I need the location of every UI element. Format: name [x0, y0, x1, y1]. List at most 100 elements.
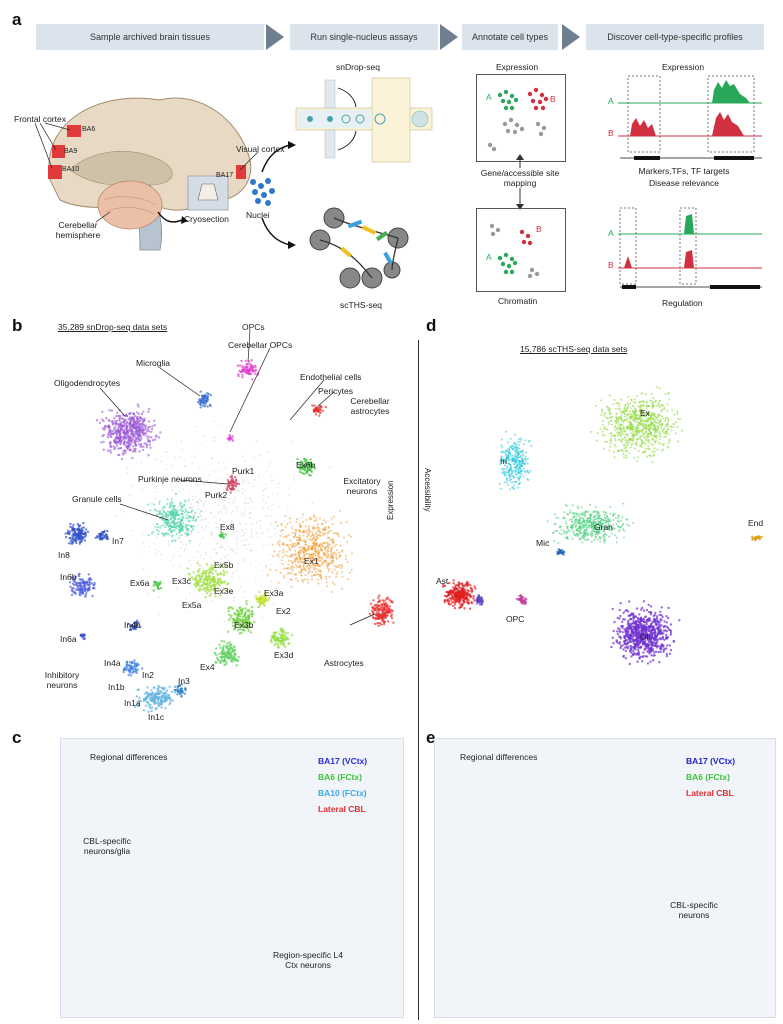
expression-tracks [618, 75, 762, 160]
b-label-ex6a: Ex6a [130, 578, 150, 588]
scatter-cluster [254, 590, 271, 607]
b-label-ex6b: Ex6b [296, 460, 316, 470]
d-axis-expression: Expression [386, 480, 395, 520]
discover-disease: Disease relevance [649, 178, 719, 188]
label-visual-cortex: Visual cortex [236, 144, 285, 154]
workflow-step-discover: Discover cell-type-specific profiles [586, 24, 764, 50]
b-label-microglia: Microglia [136, 358, 171, 368]
b-label-ex4: Ex4 [200, 662, 215, 672]
scatter-cluster [556, 548, 566, 556]
scatter-cluster [515, 594, 528, 606]
scatter-cluster [79, 633, 87, 641]
d-label-ex: Ex [640, 408, 650, 418]
scatter-cluster [368, 594, 395, 628]
workflow-arrow-3 [562, 24, 580, 50]
scths-illustration [309, 207, 409, 289]
b-label-ex1: Ex1 [304, 556, 319, 566]
b-label-excitatory: Excitatory neurons [343, 476, 381, 496]
panel-c-legend-1: BA17 (VCtx) [318, 756, 368, 766]
b-label-ex3a: Ex3a [264, 588, 284, 598]
label-cryosection: Cryosection [184, 214, 229, 224]
panel-b-title: 35,289 snDrop-seq data sets [58, 322, 168, 332]
panel-c-legend-4: Lateral CBL [318, 804, 366, 814]
panel-c-region-label: Region-specific L4 Ctx neurons [273, 950, 343, 970]
panel-c-legend-2: BA6 (FCtx) [318, 772, 362, 782]
panel-e-legend-1: BA17 (VCtx) [686, 756, 736, 766]
workflow-arrow-2 [440, 24, 458, 50]
b-label-ex3c: Ex3c [172, 576, 191, 586]
b-label-pericytes: Pericytes [318, 386, 353, 396]
discover-expression: Expression [662, 62, 705, 72]
scatter-cluster [442, 579, 477, 610]
label-cerebellar-hemisphere: Cerebellar hemisphere [55, 220, 101, 240]
label-ba6: BA6 [82, 126, 96, 133]
panel-a-label: a [12, 10, 22, 29]
label-pointer-line [289, 379, 325, 421]
d-label-end: End [748, 518, 764, 528]
b-label-ex3e: Ex3e [214, 586, 234, 596]
b-label-ex8: Ex8 [220, 522, 235, 532]
d-label-opc: OPC [506, 614, 525, 624]
panel-c-label: c [12, 728, 22, 747]
b-label-inhibitory: Inhibitory neurons [44, 670, 80, 690]
expression-box [476, 74, 566, 162]
label-pointer-line [229, 347, 271, 433]
panel-c-cbl-label: CBL-specific neurons/glia [83, 836, 131, 856]
b-label-purk1: Purk1 [232, 466, 255, 476]
b-label-in6b: In6b [60, 572, 77, 582]
b-label-opcs: OPCs [242, 322, 265, 332]
label-pointer-line [99, 387, 126, 417]
scatter-cluster [213, 639, 240, 667]
label-ba10: BA10 [62, 166, 80, 173]
scatter-cluster [610, 600, 681, 666]
discover-a-bottom: A [608, 228, 614, 238]
scatter-cluster [296, 457, 317, 477]
chromatin-box [476, 208, 566, 292]
d-label-ast: Ast [436, 576, 449, 586]
panel-divider [418, 340, 419, 1020]
d-label-gran: Gran [594, 522, 613, 532]
b-label-in1c: In1c [148, 712, 165, 722]
discover-b-top: B [608, 128, 614, 138]
label-pointer-line [349, 613, 376, 626]
annotate-a-top: A [486, 92, 492, 102]
b-label-purk2: Purk2 [205, 490, 228, 500]
scatter-cluster [173, 683, 187, 698]
d-label-mic: Mic [536, 538, 550, 548]
b-label-cerebellar-opcs: Cerebellar OPCs [228, 340, 293, 350]
scatter-cluster [68, 572, 96, 598]
scatter-cluster [95, 403, 162, 461]
panel-e-title: Regional differences [460, 752, 538, 762]
b-label-ex5a: Ex5a [182, 600, 202, 610]
d-axis-accessibility: Accessibility [423, 468, 432, 512]
scatter-cluster [236, 359, 260, 381]
b-label-in3: In3 [178, 676, 190, 686]
panel-e-legend-2: BA6 (FCtx) [686, 772, 730, 782]
discover-a-top: A [608, 96, 614, 106]
annotate-b-bottom: B [536, 224, 542, 234]
b-label-oligodendrocytes: Oligodendrocytes [54, 378, 121, 388]
b-label-in4b: In4b [124, 620, 141, 630]
scatter-cluster [218, 531, 227, 540]
annotate-mapping: Gene/accessible site mapping [470, 168, 570, 188]
b-label-ex2: Ex2 [276, 606, 291, 616]
panel-e-cbl-label: CBL-specific neurons [670, 900, 718, 920]
workflow-step-assays: Run single-nucleus assays [290, 24, 438, 50]
d-label-oli: Oli [640, 632, 651, 642]
scatter-cluster [227, 600, 260, 635]
nuclei-icon [250, 178, 275, 206]
expression-clusters [487, 87, 549, 152]
b-label-endothelial: Endothelial cells [300, 372, 362, 382]
chromatin-clusters [489, 223, 540, 279]
scatter-cluster [122, 659, 144, 677]
scatter-cluster [546, 502, 635, 544]
discover-regulation: Regulation [662, 298, 703, 308]
b-label-in8: In8 [58, 550, 70, 560]
label-ba9: BA9 [64, 148, 78, 155]
scatter-cluster [196, 390, 212, 409]
scatter-cluster [590, 386, 683, 463]
label-nuclei: Nuclei [246, 210, 270, 220]
scatter-cluster [134, 684, 181, 713]
scatter-cluster [147, 493, 203, 543]
